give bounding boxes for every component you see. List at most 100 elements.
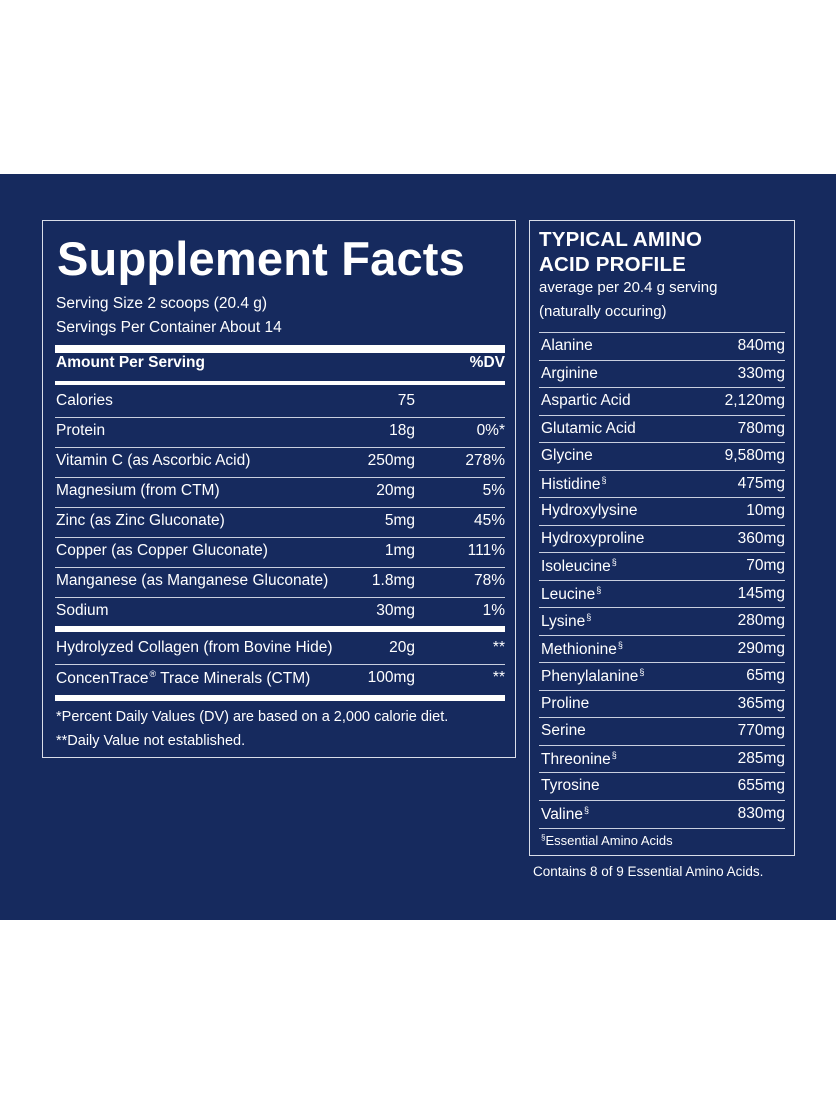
essential-mark: § (596, 584, 602, 595)
amino-acid-profile-box: TYPICAL AMINO ACID PROFILE average per 2… (529, 220, 795, 856)
amino-value: 2,120mg (724, 392, 785, 409)
amino-name: Tyrosine (541, 777, 600, 795)
nutrient-name: Zinc (as Zinc Gluconate) (56, 512, 225, 529)
amino-name-text: Methionine (541, 640, 617, 658)
amino-name-text: Phenylalanine (541, 668, 639, 685)
amino-name-text: Glutamic Acid (541, 419, 636, 437)
nutrient-amount: 18g (389, 422, 415, 439)
thick-divider-3 (55, 695, 505, 701)
amino-name-text: Valine (541, 805, 583, 823)
nutrient-dv: 111% (467, 542, 505, 559)
nutrient-row: Manganese (as Manganese Gluconate) 1.8mg 7… (56, 567, 505, 597)
essential-mark: § (601, 474, 607, 485)
amino-name: Methionine§ (541, 640, 623, 659)
amino-row: Tyrosine 655mg (539, 772, 785, 801)
row-divider (55, 417, 505, 418)
amino-name-text: Hydroxyproline (541, 529, 645, 547)
nutrient-dv: 1% (482, 602, 505, 619)
serving-size: Serving Size 2 scoops (20.4 g) (56, 295, 268, 312)
amino-value: 65mg (746, 667, 785, 684)
nutrient-dv: 5% (482, 482, 505, 499)
nutrient-name: Manganese (as Manganese Gluconate) (56, 572, 329, 589)
row-divider (55, 567, 505, 568)
nutrient-row: Zinc (as Zinc Gluconate) 5mg 45% (56, 507, 505, 537)
amino-value: 830mg (737, 804, 785, 822)
nutrient-dv: 0%* (476, 422, 505, 439)
essential-mark: § (617, 639, 623, 650)
amino-row: Lysine§ 280mg (539, 607, 785, 636)
essential-mark: § (586, 612, 592, 622)
amino-value: 840mg (737, 337, 785, 354)
amino-value: 780mg (737, 419, 785, 437)
amino-name: Arginine (541, 365, 598, 383)
ingredient-name: Hydrolyzed Collagen (from Bovine Hide) (56, 639, 333, 656)
essential-mark: § (541, 833, 546, 842)
amino-row: Alanine 840mg (539, 332, 785, 361)
ingredient-row: ConcenTrace® Trace Minerals (CTM) 100mg ** (56, 664, 505, 694)
nutrient-amount: 30mg (376, 602, 415, 619)
amino-name-text: Histidine (541, 475, 601, 493)
row-divider (55, 597, 505, 598)
amino-title-line-2: ACID PROFILE (539, 253, 687, 276)
amino-row: Phenylalanine§ 65mg (539, 662, 785, 691)
amino-value: 290mg (737, 639, 785, 657)
amino-value: 475mg (737, 474, 785, 492)
amino-value: 655mg (737, 777, 785, 794)
amino-name-text: Alanine (541, 337, 593, 354)
amino-row: Serine 770mg (539, 717, 785, 746)
supplement-facts-title: Supplement Facts (57, 232, 466, 285)
row-divider (55, 447, 505, 448)
amino-row: Valine§ 830mg (539, 799, 785, 829)
amino-name-text: Glycine (541, 447, 593, 464)
ingredient-name: ConcenTrace® Trace Minerals (CTM) (56, 669, 310, 688)
nutrient-name: Protein (56, 422, 106, 439)
amino-name: Leucine§ (541, 585, 601, 604)
label-panel (0, 174, 836, 920)
ingredient-name-rest: Trace Minerals (CTM) (156, 670, 311, 687)
amino-row: Methionine§ 290mg (539, 634, 785, 664)
amino-row: Leucine§ 145mg (539, 579, 785, 609)
thick-divider (55, 345, 505, 353)
ingredient-dv: ** (492, 639, 505, 656)
amino-row: Threonine§ 285mg (539, 744, 785, 774)
essential-mark: § (583, 804, 589, 815)
amino-name-text: Arginine (541, 364, 598, 382)
amino-value: 770mg (737, 722, 785, 739)
amino-name-text: Leucine (541, 585, 596, 603)
nutrient-row: Calories 75 (56, 387, 505, 417)
amino-value: 365mg (737, 694, 785, 712)
amino-title: TYPICAL AMINO ACID PROFILE (539, 227, 702, 277)
amino-name: Proline (541, 695, 589, 713)
amino-name: Lysine§ (541, 612, 591, 631)
amino-name: Threonine§ (541, 750, 617, 769)
row-divider (55, 507, 505, 508)
ingredient-amount: 20g (389, 639, 415, 656)
nutrient-name: Vitamin C (as Ascorbic Acid) (56, 452, 251, 469)
row-divider (55, 664, 505, 665)
essential-amino-footnote: §Essential Amino Acids (541, 833, 673, 848)
amino-row: Proline 365mg (539, 689, 785, 719)
registered-mark: ® (149, 669, 157, 679)
amino-row: Histidine§ 475mg (539, 469, 785, 499)
amino-title-line-1: TYPICAL AMINO (539, 228, 703, 251)
row-divider (55, 537, 505, 538)
amino-name-text: Aspartic Acid (541, 392, 631, 409)
nutrient-amount: 5mg (384, 512, 415, 529)
contains-note: Contains 8 of 9 Essential Amino Acids. (533, 864, 764, 879)
essential-footnote-text: Essential Amino Acids (545, 833, 673, 848)
essential-mark: § (611, 557, 617, 567)
medium-divider (55, 381, 505, 385)
amino-name: Serine (541, 722, 586, 740)
amino-value: 145mg (737, 584, 785, 602)
ingredient-row: Hydrolyzed Collagen (from Bovine Hide) 20… (56, 634, 505, 664)
supplement-facts-box: Supplement Facts Serving Size 2 scoops (… (42, 220, 516, 758)
amino-row: Hydroxylysine 10mg (539, 497, 785, 526)
amino-name-text: Serine (541, 722, 586, 739)
dv-footnote: *Percent Daily Values (DV) are based on … (56, 709, 449, 725)
amino-row: Aspartic Acid 2,120mg (539, 387, 785, 416)
amino-name: Hydroxyproline (541, 530, 644, 548)
amino-name-text: Hydroxylysine (541, 502, 638, 519)
ingredient-dv: ** (492, 669, 505, 686)
amino-name: Phenylalanine§ (541, 667, 644, 686)
amino-name: Valine§ (541, 805, 589, 824)
